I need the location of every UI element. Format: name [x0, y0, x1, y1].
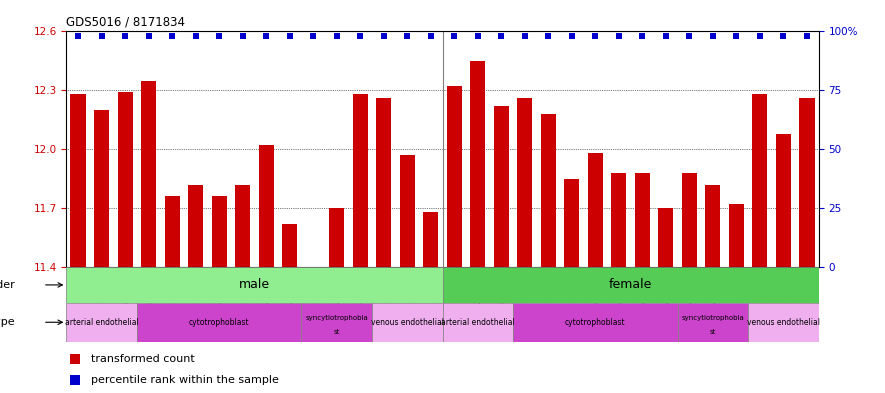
Text: cell type: cell type [0, 317, 15, 327]
Point [68, 377, 82, 384]
Bar [165, 196, 180, 267]
Point [165, 33, 180, 39]
Bar [282, 224, 297, 267]
Point [753, 33, 767, 39]
Bar [141, 81, 157, 267]
Text: venous endothelial: venous endothelial [371, 318, 443, 327]
Bar [137, 303, 302, 342]
Text: percentile rank within the sample: percentile rank within the sample [91, 375, 279, 386]
Bar [588, 153, 603, 267]
Bar [470, 61, 485, 267]
Text: syncytiotrophobla: syncytiotrophobla [305, 315, 368, 321]
Point [71, 33, 85, 39]
Bar [658, 208, 673, 267]
Bar [776, 134, 791, 267]
Point [118, 33, 132, 39]
Point [542, 33, 556, 39]
Point [259, 33, 273, 39]
Bar [352, 94, 368, 267]
Bar [752, 94, 767, 267]
Point [518, 33, 532, 39]
Text: transformed count: transformed count [91, 354, 195, 364]
Text: female: female [609, 278, 652, 292]
Bar [442, 267, 819, 303]
Point [142, 33, 156, 39]
Bar [513, 303, 678, 342]
Text: st: st [710, 329, 716, 335]
Bar [329, 208, 344, 267]
Bar [447, 86, 462, 267]
Bar [118, 92, 133, 267]
Point [235, 33, 250, 39]
Text: st: st [334, 329, 340, 335]
Point [776, 33, 790, 39]
Bar [71, 94, 86, 267]
Bar [66, 267, 442, 303]
Point [400, 33, 414, 39]
Point [447, 33, 461, 39]
Point [658, 33, 673, 39]
Text: syncytiotrophobla: syncytiotrophobla [681, 315, 744, 321]
Bar [188, 185, 204, 267]
Point [68, 356, 82, 362]
Bar [423, 212, 438, 267]
Bar [94, 110, 109, 267]
Bar [66, 303, 137, 342]
Point [329, 33, 343, 39]
Bar [376, 98, 391, 267]
Bar [258, 145, 273, 267]
Point [635, 33, 650, 39]
Bar [705, 185, 720, 267]
Bar [678, 303, 748, 342]
Point [471, 33, 485, 39]
Bar [400, 155, 415, 267]
Bar [541, 114, 556, 267]
Bar [235, 185, 250, 267]
Bar [494, 106, 509, 267]
Point [612, 33, 626, 39]
Point [800, 33, 814, 39]
Point [589, 33, 603, 39]
Text: cytotrophoblast: cytotrophoblast [565, 318, 626, 327]
Point [729, 33, 743, 39]
Bar [612, 173, 627, 267]
Bar [212, 196, 227, 267]
Point [705, 33, 720, 39]
Point [494, 33, 508, 39]
Point [565, 33, 579, 39]
Text: male: male [239, 278, 270, 292]
Bar [799, 98, 814, 267]
Point [424, 33, 438, 39]
Bar [302, 303, 372, 342]
Bar [748, 303, 819, 342]
Point [95, 33, 109, 39]
Text: arterial endothelial: arterial endothelial [441, 318, 515, 327]
Bar [635, 173, 650, 267]
Bar [681, 173, 697, 267]
Point [682, 33, 696, 39]
Bar [564, 179, 580, 267]
Text: gender: gender [0, 280, 15, 290]
Point [282, 33, 296, 39]
Bar [728, 204, 744, 267]
Text: cytotrophoblast: cytotrophoblast [189, 318, 250, 327]
Text: arterial endothelial: arterial endothelial [65, 318, 139, 327]
Point [377, 33, 391, 39]
Point [353, 33, 367, 39]
Text: GDS5016 / 8171834: GDS5016 / 8171834 [66, 16, 185, 29]
Text: venous endothelial: venous endothelial [747, 318, 820, 327]
Point [306, 33, 320, 39]
Point [212, 33, 227, 39]
Bar [517, 98, 533, 267]
Bar [372, 303, 442, 342]
Bar [442, 303, 513, 342]
Point [189, 33, 203, 39]
